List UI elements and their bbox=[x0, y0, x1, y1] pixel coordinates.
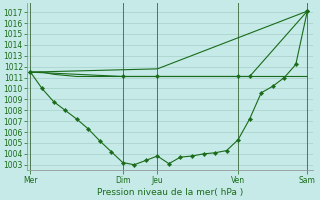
X-axis label: Pression niveau de la mer( hPa ): Pression niveau de la mer( hPa ) bbox=[97, 188, 243, 197]
